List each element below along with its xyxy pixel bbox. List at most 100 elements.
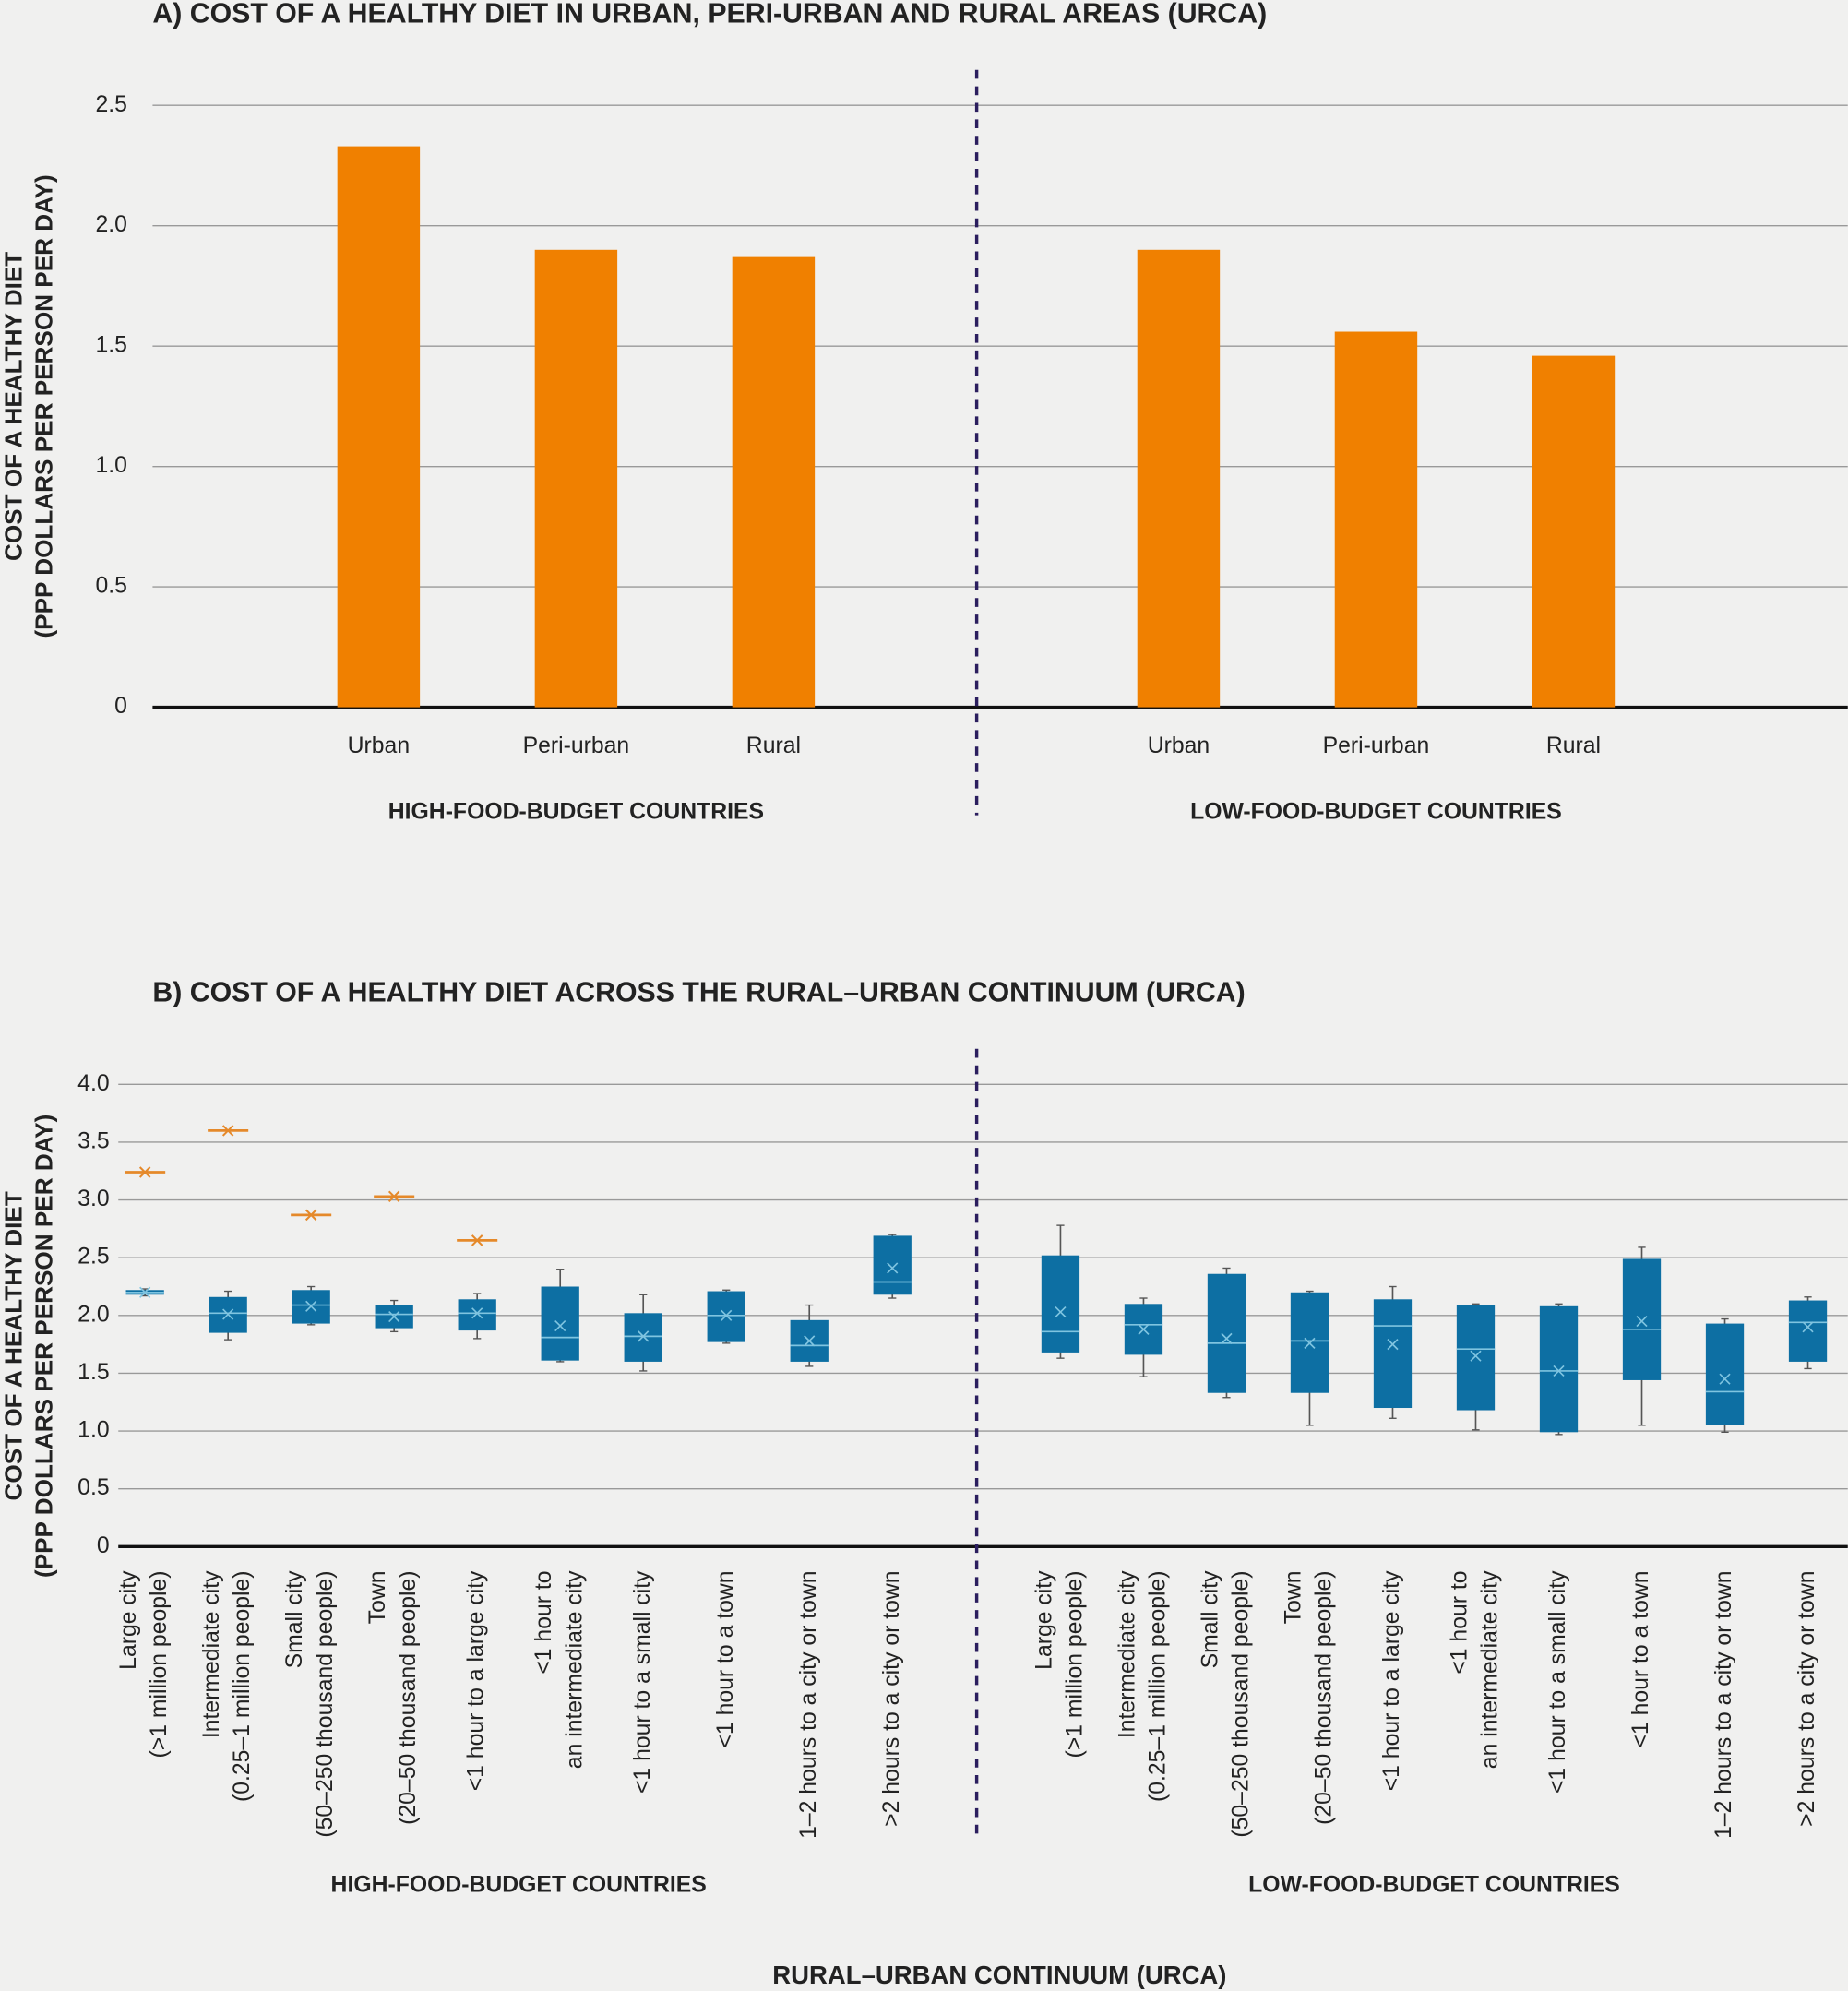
x-tick-label: >2 hours to a city or town <box>1794 1570 1819 1826</box>
bar <box>534 249 618 708</box>
y-tick-label: 3.5 <box>77 1129 109 1154</box>
x-tick-label: Intermediate city <box>1115 1570 1139 1738</box>
x-tick-label: <1 hour to a town <box>1628 1570 1653 1747</box>
y-tick-label: 2.0 <box>77 1302 109 1327</box>
mean-marker <box>471 1307 483 1319</box>
chart-title: B) COST OF A HEALTHY DIET ACROSS THE RUR… <box>152 978 1245 1008</box>
mean-marker <box>222 1308 234 1320</box>
box <box>1539 1305 1579 1433</box>
marker-cross <box>387 1190 400 1203</box>
mean-marker <box>1387 1339 1399 1351</box>
marker-cross <box>138 1166 151 1178</box>
box <box>541 1286 579 1361</box>
chart-title: A) COST OF A HEALTHY DIET IN URBAN, PERI… <box>152 0 1267 30</box>
y-tick-label: 1.0 <box>95 453 126 478</box>
bar <box>1137 249 1221 708</box>
x-tick-label: <1 hour to a small city <box>1545 1570 1570 1794</box>
x-tick-label: (>1 million people) <box>1063 1570 1088 1758</box>
mean-marker <box>1719 1373 1731 1385</box>
y-tick-label: 4.0 <box>77 1071 109 1096</box>
x-tick-label: Town <box>1282 1570 1306 1624</box>
group-label: LOW-FOOD-BUDGET COUNTRIES <box>1190 799 1562 824</box>
mean-marker <box>638 1330 650 1342</box>
group-label: HIGH-FOOD-BUDGET COUNTRIES <box>388 799 764 824</box>
mean-marker <box>388 1310 400 1323</box>
y-tick-label: 1.0 <box>77 1418 109 1443</box>
box <box>458 1299 496 1331</box>
x-tick-label: Peri-urban <box>1323 733 1430 758</box>
mean-marker <box>554 1320 566 1332</box>
box <box>1456 1305 1496 1411</box>
y-axis-title: (PPP DOLLARS PER PERSON PER DAY) <box>30 1115 58 1578</box>
x-tick-label: 1–2 hours to a city or town <box>1711 1570 1736 1838</box>
box <box>1041 1255 1080 1353</box>
group-label: HIGH-FOOD-BUDGET COUNTRIES <box>331 1872 707 1897</box>
mean-marker <box>1470 1350 1482 1362</box>
x-tick-label: (0.25–1 million people) <box>230 1570 255 1802</box>
y-tick-label: 1.5 <box>95 333 126 358</box>
x-tick-label: Large city <box>116 1570 141 1670</box>
box <box>873 1235 912 1295</box>
x-tick-label: Large city <box>1031 1570 1056 1670</box>
mean-marker <box>1636 1315 1648 1328</box>
box <box>707 1291 745 1342</box>
marker-cross <box>471 1234 483 1246</box>
box <box>1622 1258 1662 1380</box>
y-tick-label: 3.0 <box>77 1186 109 1211</box>
box <box>1207 1273 1246 1393</box>
y-tick-label: 2.0 <box>95 212 126 237</box>
x-tick-label: (50–250 thousand people) <box>1229 1570 1254 1837</box>
bar <box>1334 331 1418 708</box>
y-tick-label: 0.5 <box>95 574 126 599</box>
x-tick-label: 1–2 hours to a city or town <box>796 1570 821 1838</box>
y-axis-title: (PPP DOLLARS PER PERSON PER DAY) <box>30 174 58 638</box>
x-tick-label: (50–250 thousand people) <box>313 1570 338 1837</box>
mean-marker <box>1802 1321 1814 1333</box>
y-tick-label: 0.5 <box>77 1475 109 1500</box>
x-tick-label: Urban <box>1148 733 1210 758</box>
y-tick-label: 1.5 <box>77 1360 109 1385</box>
x-tick-label: Rural <box>746 733 801 758</box>
mean-marker <box>1138 1323 1150 1335</box>
x-tick-label: Rural <box>1546 733 1601 758</box>
box <box>1788 1300 1828 1362</box>
bar <box>1532 355 1616 708</box>
mean-marker <box>139 1286 151 1298</box>
x-tick-label: Urban <box>348 733 410 758</box>
x-tick-label: (20–50 thousand people) <box>1312 1570 1337 1824</box>
bar <box>337 146 421 708</box>
x-tick-label: Intermediate city <box>199 1570 224 1738</box>
mean-marker <box>1553 1365 1565 1377</box>
x-tick-label: >2 hours to a city or town <box>879 1570 904 1826</box>
y-tick-label: 0 <box>97 1533 110 1558</box>
mean-marker <box>305 1300 317 1312</box>
x-tick-label: an intermediate city <box>562 1570 587 1769</box>
y-tick-label: 0 <box>114 694 127 719</box>
x-tick-label: Small city <box>282 1570 307 1669</box>
mean-marker <box>721 1309 733 1321</box>
mean-marker <box>887 1262 899 1274</box>
y-tick-label: 2.5 <box>77 1245 109 1270</box>
group-label: LOW-FOOD-BUDGET COUNTRIES <box>1248 1872 1620 1897</box>
x-tick-label: <1 hour to a large city <box>464 1570 489 1791</box>
box <box>1705 1323 1745 1425</box>
x-tick-label: an intermediate city <box>1478 1570 1503 1769</box>
x-tick-label: Town <box>365 1570 390 1624</box>
mean-marker <box>1304 1337 1316 1349</box>
mean-marker <box>1221 1332 1233 1344</box>
marker-cross <box>221 1125 234 1137</box>
x-tick-label: Small city <box>1198 1570 1222 1669</box>
x-tick-label: (20–50 thousand people) <box>396 1570 421 1824</box>
x-tick-label: (>1 million people) <box>147 1570 172 1758</box>
y-axis-title: COST OF A HEALTHY DIET <box>0 1191 28 1500</box>
y-axis-title: COST OF A HEALTHY DIET <box>0 252 28 561</box>
box <box>1373 1299 1413 1409</box>
x-tick-label: Peri-urban <box>523 733 630 758</box>
x-tick-label: <1 hour to a small city <box>630 1570 655 1794</box>
box <box>624 1313 662 1362</box>
x-tick-label: <1 hour to a town <box>713 1570 738 1747</box>
x-tick-label: <1 hour to <box>1448 1570 1472 1674</box>
x-axis-title: RURAL–URBAN CONTINUUM (URCA) <box>772 1961 1226 1989</box>
